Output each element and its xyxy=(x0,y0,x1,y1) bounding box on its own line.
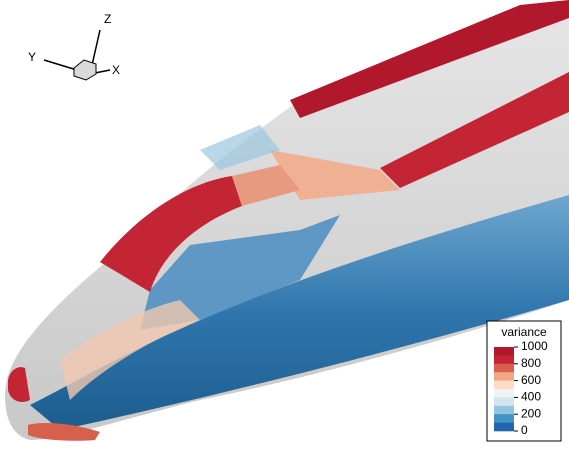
figure: Z Y X variance 1000 800 600 400 200 0 xyxy=(0,0,569,452)
legend-swatch xyxy=(494,414,514,423)
legend-swatch xyxy=(494,423,514,432)
z-label: Z xyxy=(104,12,111,26)
legend-swatch xyxy=(494,397,514,406)
legend-tick-label: 1000 xyxy=(521,339,548,353)
legend-tick-label: 600 xyxy=(521,373,541,387)
triad-cube xyxy=(74,60,96,80)
legend-tick-label: 200 xyxy=(521,406,541,420)
legend-tick-label: 400 xyxy=(521,390,541,404)
axes-triad: Z Y X xyxy=(28,12,120,80)
legend-swatch xyxy=(494,389,514,398)
legend-swatch xyxy=(494,406,514,415)
legend-swatch xyxy=(494,364,514,373)
legend-swatch xyxy=(494,347,514,356)
legend-swatch xyxy=(494,381,514,390)
y-label: Y xyxy=(28,50,36,64)
legend-swatch xyxy=(494,372,514,381)
legend: variance 1000 800 600 400 200 0 xyxy=(487,321,561,441)
legend-title: variance xyxy=(501,325,547,339)
x-label: X xyxy=(112,63,120,77)
legend-swatch xyxy=(494,355,514,364)
legend-tick-label: 800 xyxy=(521,356,541,370)
legend-tick-label: 0 xyxy=(521,423,528,437)
